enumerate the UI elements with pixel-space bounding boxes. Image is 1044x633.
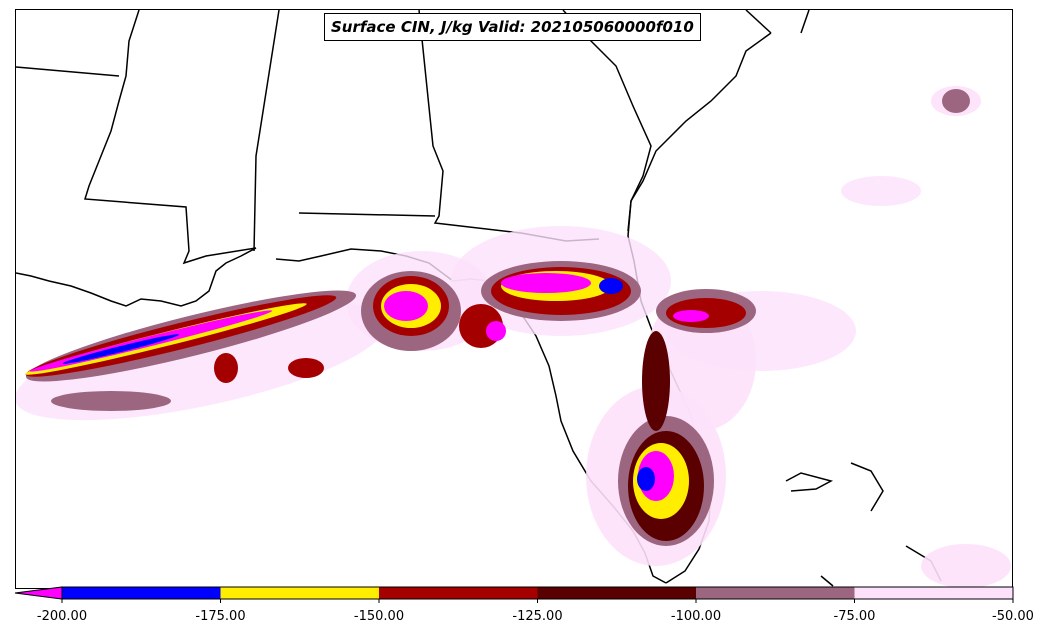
colorbar-tick-label: -100.00 bbox=[670, 609, 722, 624]
colorbar-tick-label: -75.00 bbox=[833, 609, 876, 624]
colorbar-tick-label: -150.00 bbox=[353, 609, 405, 624]
colorbar-bin-0 bbox=[62, 587, 221, 599]
map-title: Surface CIN, J/kg Valid: 202105060000f01… bbox=[324, 13, 701, 41]
colorbar-bin-3 bbox=[537, 587, 696, 599]
al-fl-border bbox=[298, 212, 436, 217]
nc-border bbox=[800, 10, 810, 34]
al-ga-border bbox=[418, 10, 600, 242]
map-panel bbox=[15, 9, 1013, 589]
louisiana-coast bbox=[16, 247, 257, 307]
colorbar-bin-1 bbox=[220, 587, 379, 599]
colorbar-under-extension bbox=[14, 586, 63, 600]
colorbar-bin-2 bbox=[379, 587, 538, 599]
colorbar-tick-label: -50.00 bbox=[992, 609, 1034, 624]
colorbar bbox=[14, 586, 1014, 603]
colorbar-tick-label: -175.00 bbox=[195, 609, 246, 624]
cin-field bbox=[16, 86, 1011, 588]
colorbar-tick-label: -125.00 bbox=[512, 609, 563, 624]
bahamas-1 bbox=[850, 462, 884, 512]
colorbar-bin-4 bbox=[696, 587, 855, 599]
cin-map bbox=[16, 10, 1011, 588]
colorbar-outline bbox=[61, 586, 1014, 600]
nc-sc-border bbox=[745, 10, 772, 34]
state-line-1 bbox=[16, 66, 120, 77]
mississippi-river-border bbox=[84, 10, 257, 265]
bahamas-2 bbox=[785, 472, 834, 492]
colorbar-bin-5 bbox=[854, 587, 1013, 599]
florida-keys bbox=[820, 575, 834, 587]
ga-sc-border bbox=[562, 10, 652, 232]
ms-al-border bbox=[253, 10, 280, 252]
colorbar-tick-label: -200.00 bbox=[36, 609, 88, 624]
